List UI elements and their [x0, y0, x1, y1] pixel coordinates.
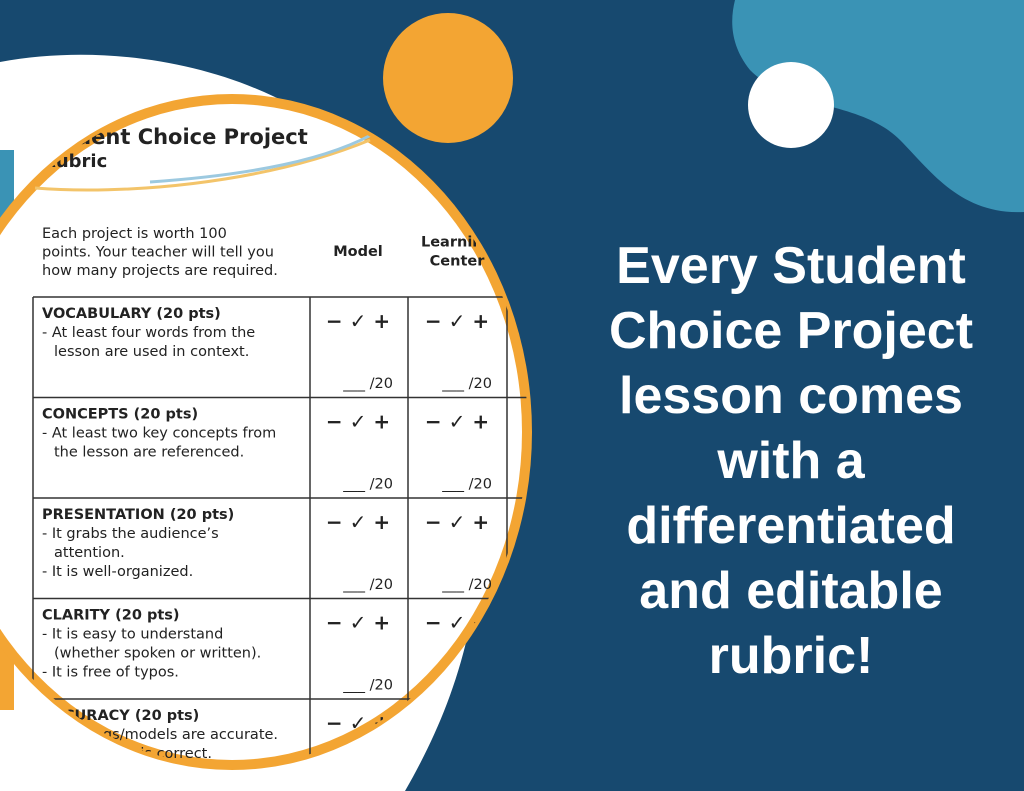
headline-line: with a — [716, 432, 865, 490]
rating-scale: − ✓ + — [326, 309, 390, 333]
frame-fill — [0, 104, 522, 760]
criterion-line: (whether spoken or written). — [54, 646, 261, 662]
score-blank: ___ /20 — [342, 577, 393, 593]
intro-line: Each project is worth 100 — [42, 226, 227, 242]
column-header: Model — [333, 244, 383, 260]
score-blank: ___ /20 — [441, 376, 492, 392]
criterion-title: PRESENTATION (20 pts) — [42, 507, 234, 523]
intro-line: points. Your teacher will tell you — [42, 245, 274, 261]
column-header: Center — [430, 254, 486, 270]
blue-blob — [732, 0, 1024, 213]
rating-scale: − ✓ + — [326, 410, 390, 434]
headline-line: and editable — [639, 562, 942, 620]
criterion-line: - It is well-organized. — [42, 564, 193, 580]
criterion-line: - At least two key concepts from — [42, 426, 276, 442]
score-blank: ___ /20 — [441, 477, 492, 493]
criterion-line: - At least four words from the — [42, 325, 255, 341]
title-swoosh — [34, 138, 371, 192]
rating-scale: − ✓ + — [425, 410, 489, 434]
score-blank: ___ /20 — [342, 678, 393, 694]
white-dot — [748, 62, 834, 148]
criterion-title: VOCABULARY (20 pts) — [42, 306, 221, 322]
score-blank: ___ /20 — [342, 477, 393, 493]
title-swoosh — [149, 128, 381, 184]
rating-scale: − ✓ + — [326, 611, 390, 635]
intro-line: how many projects are required. — [42, 263, 278, 279]
criterion-line: lesson are used in context. — [54, 344, 249, 360]
criterion-line: attention. — [54, 545, 125, 561]
orange-dot — [383, 13, 513, 143]
rating-scale: − ✓ + — [425, 309, 489, 333]
criterion-line: - It is free of typos. — [42, 665, 179, 681]
score-blank: ___ /20 — [441, 577, 492, 593]
criterion-line: the lesson are referenced. — [54, 445, 244, 461]
headline-line: lesson comes — [619, 367, 963, 425]
headline-line: Choice Project — [609, 302, 973, 360]
criterion-title: CONCEPTS (20 pts) — [42, 407, 198, 423]
rating-scale: − ✓ + — [326, 510, 390, 534]
headline-line: rubric! — [709, 627, 874, 685]
headline: Every Student Choice Project lesson comes w… — [609, 237, 973, 685]
criterion-title: CLARITY (20 pts) — [42, 608, 180, 624]
rating-scale: − ✓ + — [425, 510, 489, 534]
headline-line: Every Student — [616, 237, 966, 295]
criterion-line: - It grabs the audience’s — [42, 526, 219, 542]
headline-line: differentiated — [626, 497, 955, 555]
score-blank: ___ /20 — [342, 376, 393, 392]
criterion-line: - It is easy to understand — [42, 627, 223, 643]
